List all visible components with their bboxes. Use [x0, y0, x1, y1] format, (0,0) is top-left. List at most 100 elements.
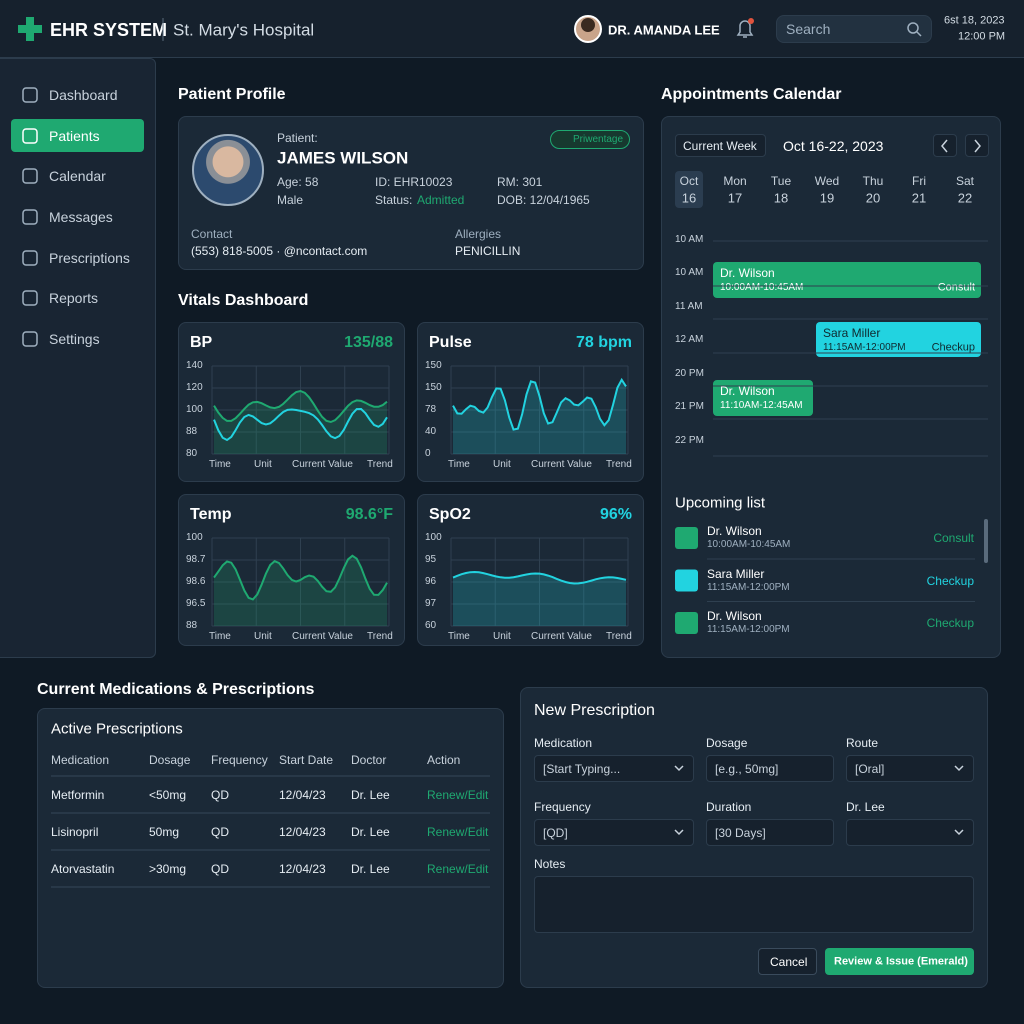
action-link[interactable]: Renew/Edit [427, 788, 489, 802]
y-tick-label: 0 [425, 448, 431, 459]
event-time[interactable]: 10:00AM-10:45AM [720, 282, 804, 293]
y-tick-label: 97 [425, 598, 437, 609]
prev-button[interactable] [933, 134, 957, 157]
trend-line [213, 389, 388, 424]
button-text[interactable]: Current Week [683, 139, 757, 153]
x-axis-label: Trend [606, 459, 632, 470]
chevron [974, 139, 981, 153]
placeholder[interactable]: [Oral] [855, 762, 885, 776]
nav-item[interactable]: Prescriptions [49, 250, 130, 266]
x-axis-label: Unit [493, 459, 511, 470]
event-type[interactable]: Checkup [931, 341, 975, 354]
notes-textarea[interactable] [534, 876, 974, 933]
x-axis-label: Current Value [531, 459, 592, 470]
event[interactable] [713, 262, 981, 298]
input[interactable] [706, 755, 834, 782]
event-name[interactable]: Dr. Wilson [720, 384, 775, 398]
nav-item[interactable]: Messages [49, 209, 113, 225]
search-placeholder[interactable]: Search [786, 21, 831, 37]
nav-item[interactable]: Dashboard [49, 87, 118, 103]
input[interactable] [706, 819, 834, 846]
y-tick-label: 88 [186, 426, 198, 437]
y-tick-label: 150 [425, 360, 442, 371]
event-type[interactable]: Consult [937, 281, 975, 294]
y-tick-label: 88 [186, 620, 198, 631]
submit-button[interactable] [825, 948, 974, 975]
select[interactable] [846, 819, 974, 846]
logo-text: EHR SYSTEM [50, 20, 168, 40]
upcoming-name[interactable]: Dr. Wilson [707, 524, 762, 538]
column-header: Start Date [279, 753, 334, 767]
day-number: 16 [681, 190, 697, 206]
vital-value: 96% [599, 506, 632, 523]
button-text[interactable]: Review & Issue (Emerald) [834, 955, 968, 968]
placeholder[interactable]: [Start Typing... [543, 762, 621, 776]
cell: Dr. Lee [351, 825, 390, 839]
y-tick-label: 100 [186, 404, 203, 415]
time-slot: 12 AM [675, 334, 704, 345]
cell: QD [211, 788, 229, 802]
card-title: New Prescription [534, 702, 655, 719]
cancel-button[interactable] [758, 948, 817, 975]
event-time[interactable]: 11:15AM-12:00PM [823, 342, 906, 353]
select[interactable] [534, 819, 694, 846]
cell: QD [211, 825, 229, 839]
upcoming-time[interactable]: 11:15AM-12:00PM [707, 581, 790, 593]
x-axis-label: Trend [606, 631, 632, 642]
day-number: 18 [773, 190, 789, 206]
time-slot: 20 PM [675, 368, 704, 379]
y-tick-label: 78 [425, 404, 437, 415]
date-range: Oct 16-22, 2023 [783, 138, 884, 154]
upcoming-name[interactable]: Dr. Wilson [707, 609, 762, 623]
upcoming-type[interactable]: Checkup [926, 573, 974, 588]
placeholder[interactable]: [30 Days] [715, 826, 766, 840]
column-header: Action [427, 753, 461, 767]
event-name[interactable]: Dr. Wilson [720, 266, 775, 280]
time-slot: 10 AM [675, 234, 704, 245]
field-label: Frequency [534, 800, 591, 814]
vital-value: 98.6°F [345, 506, 393, 523]
weekday: Tue [770, 174, 792, 188]
action-link[interactable]: Renew/Edit [427, 862, 489, 876]
x-axis-label: Unit [254, 631, 272, 642]
nav-icon [22, 331, 38, 347]
nav-item[interactable]: Calendar [49, 168, 106, 184]
day-number: 21 [911, 190, 927, 206]
badge-text: Priwentage [573, 134, 624, 145]
y-tick-label: 80 [186, 448, 198, 459]
notification-dot [748, 18, 754, 24]
search-box[interactable] [776, 15, 932, 43]
vital-card [417, 322, 644, 482]
action-link[interactable]: Renew/Edit [427, 825, 489, 839]
vital-name: BP [190, 334, 213, 351]
label: DOB: 12/04/1965 [497, 193, 590, 207]
event-name[interactable]: Sara Miller [823, 326, 881, 340]
nav-item[interactable]: Settings [49, 331, 100, 347]
event-time[interactable]: 11:10AM-12:45AM [720, 400, 803, 411]
nav-item[interactable]: Reports [49, 290, 99, 306]
today-highlight [675, 171, 703, 208]
upcoming-time[interactable]: 10:00AM-10:45AM [707, 539, 791, 550]
vital-name: Temp [190, 506, 232, 523]
next-button[interactable] [965, 134, 989, 157]
select[interactable] [534, 755, 694, 782]
day-number: 19 [819, 190, 835, 206]
time: 12:00 PM [958, 30, 1006, 43]
button-text[interactable]: Cancel [770, 955, 808, 969]
y-tick-label: 150 [425, 382, 442, 393]
field-label: Dr. Lee [846, 800, 885, 814]
x-axis-label: Trend [367, 459, 393, 470]
upcoming-type[interactable]: Consult [933, 531, 974, 545]
upcoming-time[interactable]: 11:15AM-12:00PM [707, 624, 790, 635]
cell: 12/04/23 [279, 825, 326, 839]
week-button[interactable] [675, 134, 766, 157]
placeholder[interactable]: [QD] [543, 826, 568, 840]
event[interactable] [816, 322, 981, 357]
upcoming-name[interactable]: Sara Miller [707, 566, 765, 581]
upcoming-type[interactable]: Checkup [926, 616, 974, 630]
placeholder[interactable]: [e.g., 50mg] [715, 762, 779, 776]
nav-item[interactable]: Patients [49, 128, 100, 144]
select[interactable] [846, 755, 974, 782]
y-tick-label: 98.6 [186, 576, 206, 587]
